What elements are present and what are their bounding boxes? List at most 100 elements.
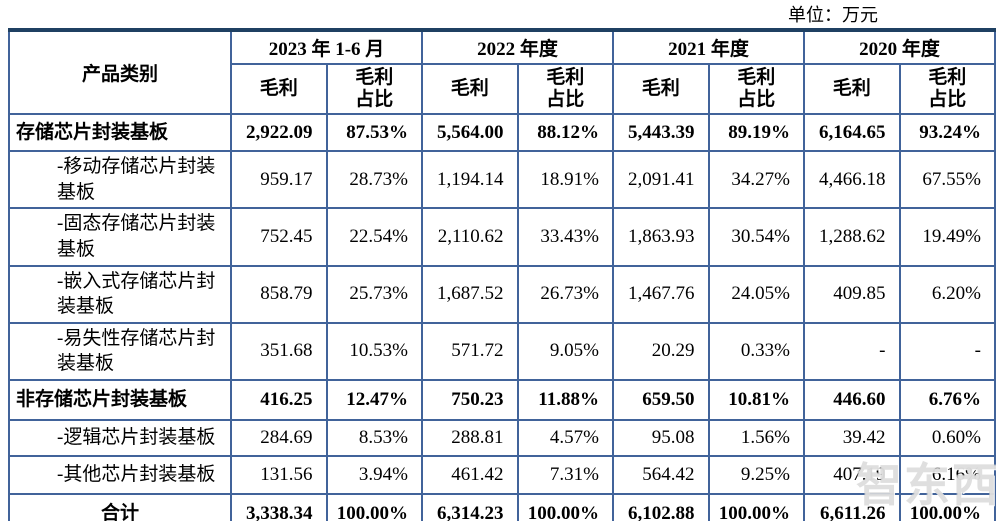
year-header-row: 产品类别 2023 年 1-6 月 2022 年度 2021 年度 2020 年度 [8,28,996,115]
table-cell: 22.54% [325,207,423,267]
table-row: 合计 3,338.34 100.00% 6,314.23 100.00% 6,102.88… [8,493,996,521]
table-cell: 28.73% [325,149,423,210]
table-cell: 6,164.65 [803,113,901,152]
table-cell: 407.19 [803,455,901,496]
table-cell: 351.68 [230,321,328,382]
row-label: -易失性存储芯片封装基板 [8,321,232,382]
table-cell: 10.81% [707,379,805,422]
table-row: -固态存储芯片封装基板 752.45 22.54% 2,110.62 33.43% 1,8… [8,207,996,267]
table-row: -其他芯片封装基板 131.56 3.94% 461.42 7.31% 564.42 9.2… [8,455,996,496]
row-label: -移动存储芯片封装基板 [8,149,232,210]
row-label: -嵌入式存储芯片封装基板 [8,264,232,324]
table-cell: 1,863.93 [612,207,710,267]
unit-label: 单位：万元 [788,5,878,25]
table-cell: 18.91% [516,149,614,210]
gross-profit-table: 产品类别 2023 年 1-6 月 2022 年度 2021 年度 2020 年度 毛… [8,28,996,521]
table-cell: 93.24% [898,113,996,152]
table-cell: 3,338.34 [230,493,328,521]
table-cell: 19.49% [898,207,996,267]
table-cell: - [803,321,901,382]
table-cell: 2,110.62 [421,207,519,267]
table-cell: 10.53% [325,321,423,382]
table-cell: 100.00% [898,493,996,521]
table-cell: 39.42 [803,419,901,458]
column-header-gross-profit-ratio: 毛利 占比 [898,63,996,115]
table-cell: 6.16% [898,455,996,496]
table-row: -逻辑芯片封装基板 284.69 8.53% 288.81 4.57% 95.08 1.56… [8,419,996,458]
table-cell: - [898,321,996,382]
table-cell: 9.25% [707,455,805,496]
table-cell: 284.69 [230,419,328,458]
table-cell: 2,922.09 [230,113,328,152]
table-cell: 9.05% [516,321,614,382]
table-cell: 26.73% [516,264,614,324]
table-cell: 6,611.26 [803,493,901,521]
table-cell: 25.73% [325,264,423,324]
table-cell: 1.56% [707,419,805,458]
column-header-gross-profit: 毛利 [803,63,901,115]
table-cell: 6.20% [898,264,996,324]
table-cell: 564.42 [612,455,710,496]
column-header-gross-profit-ratio: 毛利 占比 [325,63,423,115]
table-cell: 5,564.00 [421,113,519,152]
table-cell: 2,091.41 [612,149,710,210]
table-cell: 100.00% [325,493,423,521]
table-body: 存储芯片封装基板 2,922.09 87.53% 5,564.00 88.12% 5,44… [8,113,996,521]
table-cell: 5,443.39 [612,113,710,152]
table-cell: 1,194.14 [421,149,519,210]
table-cell: 858.79 [230,264,328,324]
table-cell: 67.55% [898,149,996,210]
table-cell: 446.60 [803,379,901,422]
table-row: -嵌入式存储芯片封装基板 858.79 25.73% 1,687.52 26.73% 1,… [8,264,996,324]
row-label: 合计 [8,493,232,521]
table-cell: 89.19% [707,113,805,152]
table-header: 产品类别 2023 年 1-6 月 2022 年度 2021 年度 2020 年度 毛… [8,28,996,115]
table-cell: 288.81 [421,419,519,458]
table-cell: 34.27% [707,149,805,210]
table-cell: 11.88% [516,379,614,422]
table-cell: 100.00% [707,493,805,521]
table-cell: 88.12% [516,113,614,152]
column-group-header-year: 2020 年度 [803,28,996,65]
column-group-header-year: 2021 年度 [612,28,805,65]
table-cell: 461.42 [421,455,519,496]
table-cell: 0.60% [898,419,996,458]
table-cell: 131.56 [230,455,328,496]
table-cell: 8.53% [325,419,423,458]
table-cell: 6,102.88 [612,493,710,521]
table-cell: 1,687.52 [421,264,519,324]
row-label: -逻辑芯片封装基板 [8,419,232,458]
column-header-gross-profit: 毛利 [230,63,328,115]
table-cell: 12.47% [325,379,423,422]
row-label: 存储芯片封装基板 [8,113,232,152]
column-header-gross-profit-ratio: 毛利 占比 [707,63,805,115]
subheader-row: 毛利 毛利 占比 毛利 毛利 占比 毛利 毛利 占比 毛利 毛利 占比 [9,63,996,115]
table-cell: 87.53% [325,113,423,152]
column-header-gross-profit: 毛利 [421,63,519,115]
row-label: -固态存储芯片封装基板 [8,207,232,267]
table-cell: 6.76% [898,379,996,422]
column-header-category: 产品类别 [8,28,232,115]
table-cell: 95.08 [612,419,710,458]
column-header-gross-profit: 毛利 [612,63,710,115]
table-cell: 7.31% [516,455,614,496]
table-cell: 24.05% [707,264,805,324]
row-label: 非存储芯片封装基板 [8,379,232,422]
table-cell: 4.57% [516,419,614,458]
table-cell: 30.54% [707,207,805,267]
table-row: -移动存储芯片封装基板 959.17 28.73% 1,194.14 18.91% 2,0… [8,149,996,210]
table-cell: 20.29 [612,321,710,382]
table-cell: 3.94% [325,455,423,496]
column-group-header-year: 2023 年 1-6 月 [230,28,423,65]
table-row: -易失性存储芯片封装基板 351.68 10.53% 571.72 9.05% 20.29… [8,321,996,382]
table-cell: 752.45 [230,207,328,267]
table-cell: 1,467.76 [612,264,710,324]
table-cell: 6,314.23 [421,493,519,521]
table-cell: 659.50 [612,379,710,422]
table-cell: 100.00% [516,493,614,521]
table-cell: 959.17 [230,149,328,210]
table-cell: 416.25 [230,379,328,422]
column-group-header-year: 2022 年度 [421,28,614,65]
table-cell: 409.85 [803,264,901,324]
table-cell: 1,288.62 [803,207,901,267]
